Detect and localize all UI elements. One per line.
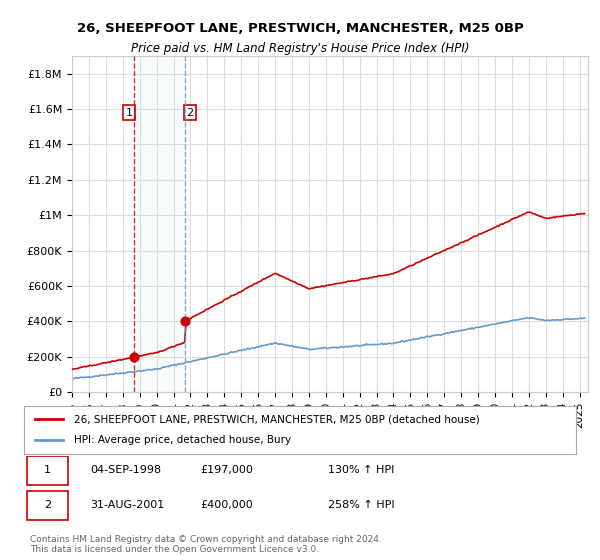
Text: 1: 1 xyxy=(44,465,51,475)
FancyBboxPatch shape xyxy=(27,491,68,520)
Text: 26, SHEEPFOOT LANE, PRESTWICH, MANCHESTER, M25 0BP: 26, SHEEPFOOT LANE, PRESTWICH, MANCHESTE… xyxy=(77,22,523,35)
Bar xyxy=(134,56,185,392)
Point xyxy=(180,317,190,326)
Text: 2: 2 xyxy=(186,108,193,118)
Point xyxy=(130,353,139,362)
Text: 04-SEP-1998: 04-SEP-1998 xyxy=(90,465,161,475)
Text: 26, SHEEPFOOT LANE, PRESTWICH, MANCHESTER, M25 0BP (detached house): 26, SHEEPFOOT LANE, PRESTWICH, MANCHESTE… xyxy=(74,414,479,424)
Text: 31-AUG-2001: 31-AUG-2001 xyxy=(90,501,164,510)
Text: 2: 2 xyxy=(44,501,51,510)
Text: HPI: Average price, detached house, Bury: HPI: Average price, detached house, Bury xyxy=(74,435,291,445)
Text: Contains HM Land Registry data © Crown copyright and database right 2024.
This d: Contains HM Land Registry data © Crown c… xyxy=(30,535,382,554)
Text: £400,000: £400,000 xyxy=(200,501,253,510)
Text: £197,000: £197,000 xyxy=(200,465,254,475)
Text: 130% ↑ HPI: 130% ↑ HPI xyxy=(328,465,394,475)
FancyBboxPatch shape xyxy=(27,456,68,485)
Text: 1: 1 xyxy=(125,108,133,118)
Text: 258% ↑ HPI: 258% ↑ HPI xyxy=(328,501,394,510)
Text: Price paid vs. HM Land Registry's House Price Index (HPI): Price paid vs. HM Land Registry's House … xyxy=(131,42,469,55)
